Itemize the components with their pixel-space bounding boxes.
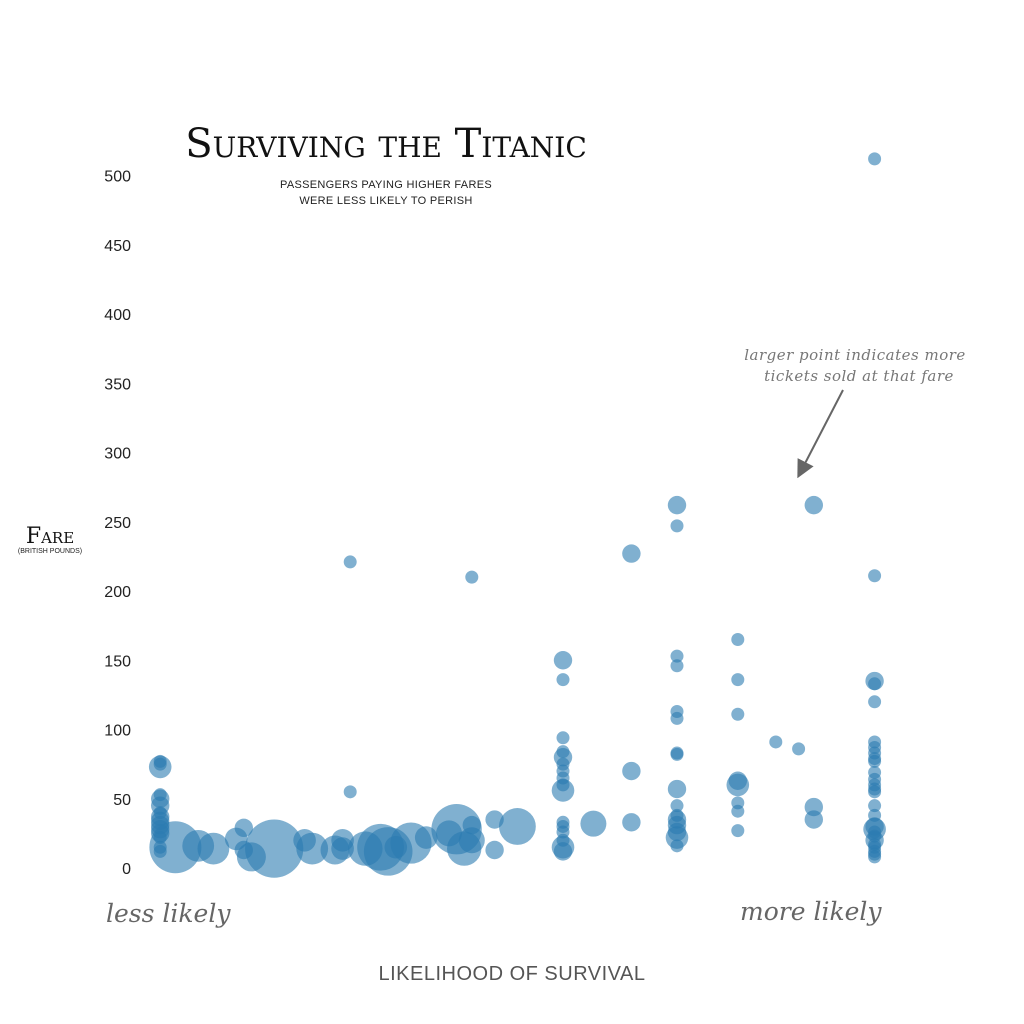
data-point	[670, 659, 684, 673]
data-point	[868, 152, 882, 166]
chart-title: Surviving the Titanic	[185, 121, 587, 167]
data-point	[485, 840, 504, 860]
y-tick-label: 50	[113, 792, 131, 809]
data-point	[553, 651, 573, 670]
y-axis-label: Fare	[26, 524, 74, 549]
y-axis-ticks: 0 50 100 150 200 250 300 350 400 450 500	[104, 169, 131, 879]
x-axis-label: LIKELIHOOD OF SURVIVAL	[378, 963, 645, 985]
data-point	[868, 695, 882, 709]
annotation-arrow	[797, 389, 844, 479]
data-point	[731, 804, 745, 818]
data-point	[245, 819, 304, 878]
data-point	[580, 810, 607, 837]
data-point	[197, 832, 230, 865]
data-point	[868, 799, 882, 813]
data-point	[331, 829, 354, 852]
data-point	[556, 731, 570, 745]
data-point	[670, 839, 684, 853]
data-point	[769, 735, 783, 749]
data-point	[731, 707, 745, 721]
data-point	[148, 755, 172, 779]
data-point	[622, 813, 641, 832]
data-point	[804, 495, 823, 515]
x-high-label: more likely	[740, 897, 882, 926]
data-point	[465, 570, 479, 584]
data-point	[670, 519, 684, 533]
scatter-points	[148, 152, 886, 878]
annotation-line-1: larger point indicates more	[744, 346, 966, 364]
y-axis-sublabel: (BRITISH POUNDS)	[18, 548, 82, 555]
data-point	[670, 649, 684, 663]
y-tick-label: 200	[104, 584, 131, 601]
data-point	[551, 779, 575, 802]
data-point	[343, 785, 357, 799]
data-point	[670, 799, 684, 813]
annotation-line-2: tickets sold at that fare	[764, 367, 954, 385]
x-low-label: less likely	[106, 899, 231, 928]
data-point	[234, 818, 253, 838]
data-point	[792, 742, 806, 756]
y-tick-label: 300	[104, 446, 131, 463]
data-point	[731, 824, 745, 838]
data-point	[670, 711, 684, 725]
data-point	[462, 815, 481, 835]
data-point	[868, 677, 882, 691]
data-point	[670, 747, 684, 761]
data-point	[622, 544, 641, 563]
y-tick-label: 250	[104, 515, 131, 532]
y-tick-label: 400	[104, 307, 131, 324]
y-tick-label: 150	[104, 653, 131, 670]
data-point	[804, 810, 823, 829]
data-point	[553, 842, 573, 861]
data-point	[622, 761, 641, 781]
data-point	[868, 569, 882, 583]
data-point	[667, 495, 687, 515]
y-tick-label: 0	[122, 861, 131, 878]
y-tick-label: 350	[104, 376, 131, 393]
chart-subtitle-line-1: PASSENGERS PAYING HIGHER FARES	[280, 179, 492, 191]
data-point	[868, 850, 882, 864]
chart-subtitle-line-2: WERE LESS LIKELY TO PERISH	[299, 195, 472, 207]
data-point	[726, 773, 750, 797]
data-point	[868, 754, 882, 768]
data-point	[868, 785, 882, 799]
data-point	[458, 827, 485, 854]
data-point	[731, 673, 745, 687]
data-point	[667, 779, 687, 799]
y-tick-label: 450	[104, 238, 131, 255]
y-tick-label: 500	[104, 169, 131, 186]
data-point	[343, 555, 357, 569]
data-point	[499, 808, 536, 845]
data-point	[556, 673, 570, 687]
data-point	[296, 832, 329, 865]
data-point	[731, 632, 745, 646]
y-tick-label: 100	[104, 723, 131, 740]
